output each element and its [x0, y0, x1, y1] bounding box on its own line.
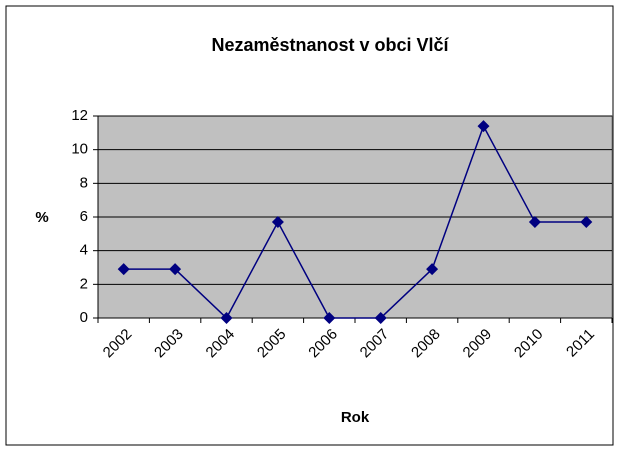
- y-tick-label: 12: [71, 107, 88, 124]
- point-marker: [323, 312, 336, 324]
- series-line: [123, 124, 587, 320]
- y-tick-label: 0: [80, 309, 88, 326]
- point-marker: [374, 312, 387, 324]
- point-marker: [117, 263, 130, 276]
- y-tick-label: 2: [80, 275, 88, 292]
- point-marker: [271, 216, 284, 229]
- point-marker: [528, 216, 541, 229]
- y-tick-label: 8: [80, 174, 88, 191]
- point-marker: [477, 120, 490, 133]
- point-marker: [220, 312, 233, 324]
- point-marker: [169, 263, 182, 276]
- point-marker: [426, 263, 439, 276]
- y-tick-label: 10: [71, 141, 88, 158]
- point-marker: [580, 216, 593, 229]
- y-tick-label: 6: [80, 208, 88, 225]
- x-axis-label: Rok: [341, 409, 370, 426]
- y-tick-label: 4: [80, 242, 88, 259]
- chart-title: Nezaměstnanost v obci Vlčí: [211, 35, 449, 55]
- y-axis-label: %: [35, 209, 48, 226]
